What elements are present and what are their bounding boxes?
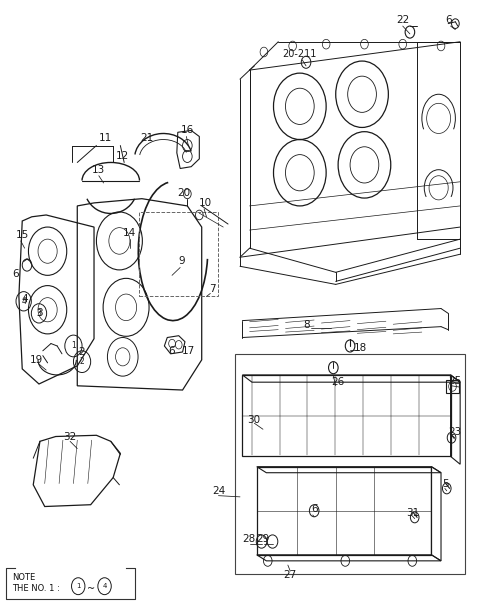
Text: 22: 22 xyxy=(396,15,409,25)
Text: 2: 2 xyxy=(80,357,84,366)
Text: 16: 16 xyxy=(181,125,194,136)
Bar xyxy=(140,212,218,296)
Text: 14: 14 xyxy=(123,228,136,238)
Text: 26: 26 xyxy=(332,377,345,387)
Text: ~: ~ xyxy=(87,584,95,594)
Text: 27: 27 xyxy=(284,571,297,580)
Text: 31: 31 xyxy=(407,508,420,517)
Text: 5: 5 xyxy=(443,479,449,489)
Text: 32: 32 xyxy=(63,431,77,442)
Text: 6: 6 xyxy=(12,269,19,278)
Text: 21: 21 xyxy=(140,133,153,143)
Text: 19: 19 xyxy=(30,355,43,365)
Text: 1: 1 xyxy=(76,583,81,589)
Text: 30: 30 xyxy=(247,415,260,425)
Text: 12: 12 xyxy=(116,151,130,162)
Text: 25: 25 xyxy=(448,376,461,386)
Text: 4: 4 xyxy=(21,297,26,306)
Text: 4: 4 xyxy=(21,295,28,304)
Text: 20: 20 xyxy=(177,188,190,198)
Text: 28: 28 xyxy=(242,534,255,544)
Text: 7: 7 xyxy=(209,284,216,294)
Text: 2: 2 xyxy=(78,347,84,357)
Text: 23: 23 xyxy=(448,427,461,437)
Text: 20-211: 20-211 xyxy=(283,49,317,59)
Text: 3: 3 xyxy=(36,309,42,318)
Bar xyxy=(235,354,465,574)
Text: 17: 17 xyxy=(182,346,195,356)
Text: 29: 29 xyxy=(256,534,270,544)
Text: 3: 3 xyxy=(36,309,41,318)
Text: 4: 4 xyxy=(102,583,107,589)
Text: 15: 15 xyxy=(16,230,29,240)
Text: 6: 6 xyxy=(169,346,175,356)
Text: 13: 13 xyxy=(92,165,106,175)
Text: 6: 6 xyxy=(311,504,317,514)
Text: 10: 10 xyxy=(199,198,212,208)
Text: 24: 24 xyxy=(212,486,225,496)
Text: THE NO. 1 :: THE NO. 1 : xyxy=(12,584,62,593)
Text: 6: 6 xyxy=(445,15,452,25)
Text: NOTE: NOTE xyxy=(12,573,36,582)
Text: 1: 1 xyxy=(71,341,76,350)
Text: 11: 11 xyxy=(98,133,112,143)
Text: 8: 8 xyxy=(304,321,310,330)
Text: 9: 9 xyxy=(178,257,185,266)
Text: 18: 18 xyxy=(354,343,367,353)
